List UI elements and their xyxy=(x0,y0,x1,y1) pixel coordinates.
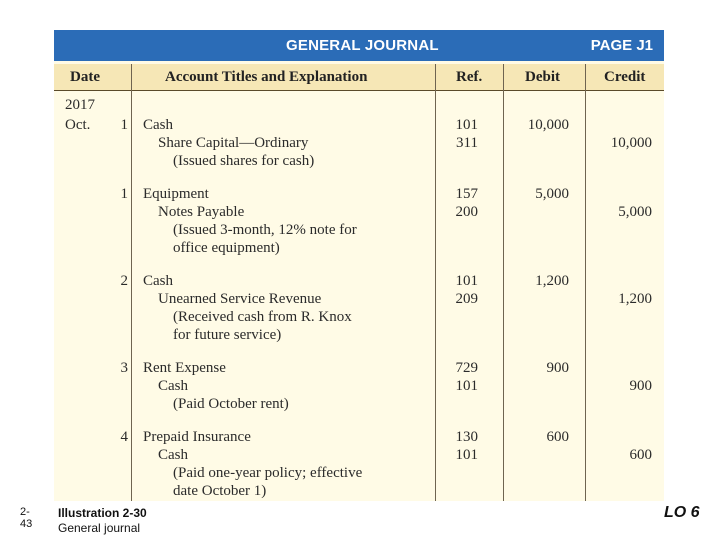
entry-day: 4 xyxy=(120,429,129,445)
debit-account: Rent Expense xyxy=(143,360,226,376)
debit-amount: 5,000 xyxy=(535,186,569,202)
header-rule xyxy=(54,90,664,91)
illustration-label: Illustration 2-30 xyxy=(58,506,147,520)
debit-account: Equipment xyxy=(143,186,209,202)
debit-amount: 600 xyxy=(546,429,570,445)
header-debit: Debit xyxy=(525,69,560,85)
column-header-row: Date Account Titles and Explanation Ref.… xyxy=(54,64,664,90)
debit-ref: 101 xyxy=(455,117,479,133)
debit-ref: 157 xyxy=(455,186,479,202)
illustration-caption-text: General journal xyxy=(58,521,141,535)
credit-account: Cash xyxy=(158,447,188,463)
debit-account: Cash xyxy=(143,273,173,289)
entry-day: 1 xyxy=(120,117,129,133)
credit-amount: 10,000 xyxy=(610,135,652,151)
credit-amount: 600 xyxy=(629,447,653,463)
entry-day: 3 xyxy=(120,360,129,376)
header-account: Account Titles and Explanation xyxy=(165,69,368,85)
column-divider xyxy=(131,64,132,501)
header-date: Date xyxy=(70,69,100,85)
credit-ref: 311 xyxy=(456,135,478,151)
entry-day: 1 xyxy=(120,186,129,202)
journal-banner: GENERAL JOURNAL PAGE J1 xyxy=(54,30,664,61)
credit-account: Share Capital—Ordinary xyxy=(158,135,309,151)
debit-account: Prepaid Insurance xyxy=(143,429,251,445)
journal-title: GENERAL JOURNAL xyxy=(286,37,439,54)
entry-explanation: office equipment) xyxy=(173,240,280,256)
credit-amount: 5,000 xyxy=(618,204,652,220)
debit-ref: 130 xyxy=(455,429,479,445)
column-divider xyxy=(503,64,504,501)
credit-account: Cash xyxy=(158,378,188,394)
general-journal-illustration: GENERAL JOURNAL PAGE J1 Date Account Tit… xyxy=(54,30,664,501)
entry-explanation: (Paid October rent) xyxy=(173,396,289,412)
credit-amount: 900 xyxy=(629,378,653,394)
slide-number: 2-43 xyxy=(20,506,33,530)
debit-ref: 729 xyxy=(455,360,479,376)
credit-amount: 1,200 xyxy=(618,291,652,307)
entry-explanation: for future service) xyxy=(173,327,282,343)
debit-ref: 101 xyxy=(455,273,479,289)
header-ref: Ref. xyxy=(456,69,483,85)
debit-amount: 900 xyxy=(546,360,570,376)
journal-month: Oct. xyxy=(65,117,91,133)
journal-page-number: PAGE J1 xyxy=(590,37,653,54)
entry-day: 2 xyxy=(120,273,129,289)
credit-account: Unearned Service Revenue xyxy=(158,291,322,307)
debit-account: Cash xyxy=(143,117,173,133)
column-divider xyxy=(585,64,586,501)
credit-ref: 200 xyxy=(455,204,479,220)
header-credit: Credit xyxy=(604,69,646,85)
debit-amount: 1,200 xyxy=(535,273,569,289)
entry-explanation: (Paid one-year policy; effective xyxy=(173,465,363,481)
journal-year: 2017 xyxy=(65,97,95,113)
entry-explanation: (Issued shares for cash) xyxy=(173,153,315,169)
credit-account: Notes Payable xyxy=(158,204,245,220)
entry-explanation: date October 1) xyxy=(173,483,267,499)
column-divider xyxy=(435,64,436,501)
credit-ref: 101 xyxy=(455,378,479,394)
entry-explanation: (Received cash from R. Knox xyxy=(173,309,352,325)
debit-amount: 10,000 xyxy=(527,117,569,133)
learning-objective-label: LO 6 xyxy=(664,504,700,521)
credit-ref: 209 xyxy=(455,291,479,307)
credit-ref: 101 xyxy=(455,447,479,463)
entry-explanation: (Issued 3-month, 12% note for xyxy=(173,222,357,238)
